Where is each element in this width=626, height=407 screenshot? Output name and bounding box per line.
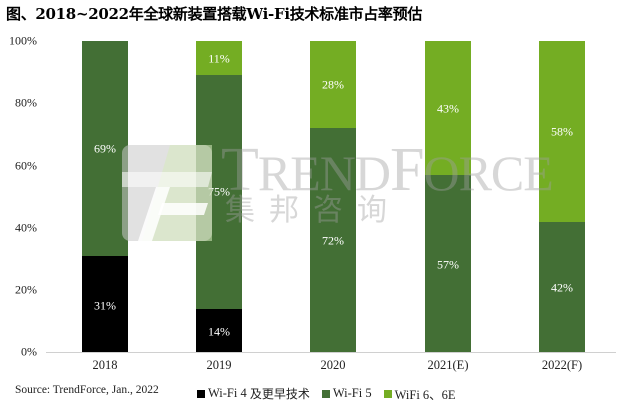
segment-wifi5: 72% [310, 128, 356, 352]
segment-label: 72% [322, 233, 344, 248]
bar-2018: 69% 31% [82, 41, 128, 352]
segment-wifi5: 42% [539, 222, 585, 352]
legend-swatch-icon [321, 389, 330, 398]
segment-wifi4: 14% [196, 309, 242, 352]
segment-label: 57% [437, 257, 459, 272]
legend-swatch-icon [197, 389, 205, 398]
y-tick-20: 20% [15, 282, 37, 297]
x-tick-2020: 2020 [320, 358, 346, 372]
legend-label: Wi-Fi 5 [332, 386, 372, 400]
x-axis-line [46, 352, 616, 353]
segment-label: 43% [437, 101, 459, 116]
segment-wifi6: 58% [539, 41, 585, 222]
x-tick-2022f: 2022(F) [541, 358, 583, 372]
chart-legend: Wi-Fi 4 及更早技术 Wi-Fi 5 WiFi 6、6E [197, 384, 468, 403]
legend-item-wifi5[interactable]: Wi-Fi 5 [321, 386, 372, 401]
segment-label: 31% [94, 298, 116, 313]
y-tick-80: 80% [15, 95, 37, 110]
x-tick-2018: 2018 [92, 358, 118, 372]
y-tick-40: 40% [15, 220, 37, 235]
segment-wifi5: 75% [196, 75, 242, 309]
legend-label-cjk: 及更早技术 [249, 387, 310, 401]
segment-wifi4: 31% [82, 256, 128, 352]
legend-label: Wi-Fi 4 [208, 386, 250, 400]
legend-item-wifi6[interactable]: WiFi 6、6E [383, 384, 456, 403]
bar-2019: 11% 75% 14% [196, 41, 242, 352]
segment-wifi5: 69% [82, 41, 128, 256]
segment-label: 14% [208, 324, 230, 339]
x-tick-2021e: 2021(E) [427, 358, 469, 372]
legend-label: WiFi 6、6E [394, 388, 456, 402]
chart-title: 图、2018~2022年全球新装置搭载Wi-Fi技术标准市占率预估 [6, 5, 423, 23]
segment-wifi6: 28% [310, 41, 356, 128]
x-tick-2019: 2019 [206, 358, 232, 372]
legend-swatch-icon [383, 389, 392, 398]
segment-label: 75% [208, 184, 230, 199]
segment-wifi5: 57% [425, 175, 471, 352]
y-tick-0: 0% [21, 344, 37, 359]
source-note: Source: TrendForce, Jan., 2022 [15, 384, 159, 396]
segment-wifi6: 43% [425, 41, 471, 175]
bar-2022f: 58% 42% [539, 41, 585, 352]
bar-2021e: 43% 57% [425, 41, 471, 352]
segment-label: 58% [551, 124, 573, 139]
segment-label: 69% [94, 141, 116, 156]
y-tick-60: 60% [15, 158, 37, 173]
segment-wifi6: 11% [196, 41, 242, 75]
legend-item-wifi4[interactable]: Wi-Fi 4 及更早技术 [197, 385, 310, 402]
segment-label: 42% [551, 280, 573, 295]
segment-label: 11% [208, 51, 230, 66]
segment-label: 28% [322, 77, 344, 92]
bar-2020: 28% 72% [310, 41, 356, 352]
y-tick-100: 100% [9, 33, 37, 48]
